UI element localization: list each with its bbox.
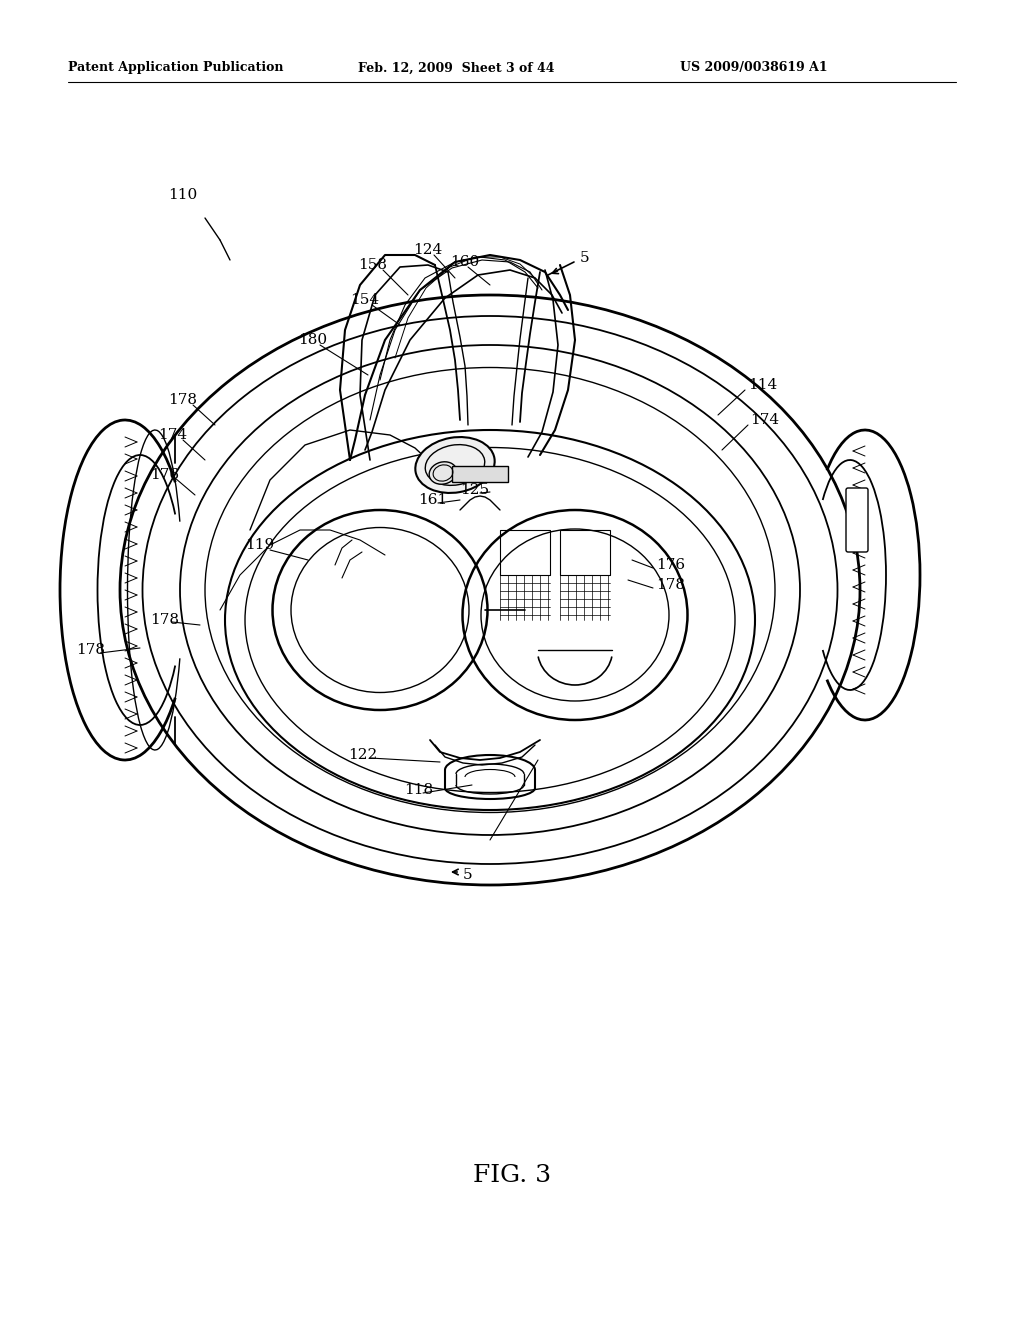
Text: 178: 178 (76, 643, 105, 657)
Text: 176: 176 (150, 469, 179, 482)
Text: 178: 178 (168, 393, 197, 407)
Text: Feb. 12, 2009  Sheet 3 of 44: Feb. 12, 2009 Sheet 3 of 44 (358, 62, 555, 74)
FancyBboxPatch shape (846, 488, 868, 552)
Text: 158: 158 (358, 257, 387, 272)
Text: Patent Application Publication: Patent Application Publication (68, 62, 284, 74)
Bar (500, 531, 550, 576)
Text: 119: 119 (245, 539, 274, 552)
Text: 176: 176 (656, 558, 685, 572)
Text: 154: 154 (350, 293, 379, 308)
Text: US 2009/0038619 A1: US 2009/0038619 A1 (680, 62, 827, 74)
Text: 110: 110 (168, 187, 198, 202)
Bar (452, 466, 508, 482)
Text: 178: 178 (150, 612, 179, 627)
Text: 125: 125 (460, 483, 489, 498)
Text: 160: 160 (450, 255, 479, 269)
Text: 114: 114 (748, 378, 777, 392)
Text: 180: 180 (298, 333, 327, 347)
Text: 5: 5 (463, 869, 473, 882)
Text: 124: 124 (413, 243, 442, 257)
Text: 174: 174 (750, 413, 779, 426)
Text: 178: 178 (656, 578, 685, 591)
Text: 174: 174 (158, 428, 187, 442)
Ellipse shape (416, 437, 495, 492)
Text: 161: 161 (418, 492, 447, 507)
Bar (560, 531, 610, 576)
Text: 5: 5 (580, 251, 590, 265)
Text: 122: 122 (348, 748, 377, 762)
Text: FIG. 3: FIG. 3 (473, 1163, 551, 1187)
Ellipse shape (429, 462, 457, 484)
Text: 118: 118 (404, 783, 433, 797)
